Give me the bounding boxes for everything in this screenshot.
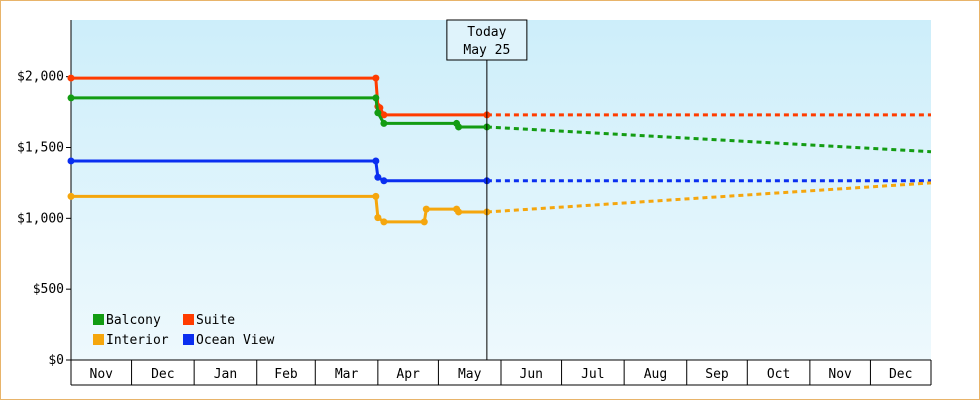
month-label: Nov — [90, 367, 114, 382]
data-point-balcony — [380, 119, 388, 127]
data-point-suite — [380, 111, 388, 119]
month-label: Feb — [274, 367, 298, 382]
month-label: Aug — [644, 367, 667, 382]
month-label: Apr — [396, 367, 420, 382]
series-projection-balcony — [486, 125, 932, 154]
data-point-ocean-view — [374, 173, 382, 181]
data-point-ocean-view — [67, 157, 75, 165]
month-label: Jun — [520, 367, 543, 382]
month-label: Jan — [214, 367, 237, 382]
legend-swatch-ocean-view — [183, 334, 194, 345]
legend-label-ocean-view: Ocean View — [196, 333, 274, 348]
data-point-interior — [455, 208, 463, 216]
legend-swatch-suite — [183, 314, 194, 325]
data-point-balcony — [455, 123, 463, 131]
data-point-ocean-view — [380, 177, 388, 185]
month-label: Oct — [767, 367, 790, 382]
y-tick-label: $1,000 — [17, 211, 64, 226]
month-label: Dec — [151, 367, 174, 382]
data-point-suite — [67, 74, 75, 82]
today-label: Today — [467, 25, 506, 40]
month-label: Sep — [705, 367, 729, 382]
data-point-interior — [420, 218, 428, 226]
legend-swatch-balcony — [93, 314, 104, 325]
y-tick-label: $0 — [48, 353, 64, 368]
y-tick-label: $1,500 — [17, 141, 64, 156]
month-label: Mar — [335, 367, 359, 382]
data-point-interior — [422, 205, 430, 213]
today-date: May 25 — [463, 43, 510, 58]
data-point-balcony — [374, 109, 382, 117]
data-point-suite — [372, 74, 380, 82]
data-point-interior — [67, 192, 75, 200]
legend-swatch-interior — [93, 334, 104, 345]
y-tick-label: $500 — [33, 282, 64, 297]
data-point-interior — [374, 214, 382, 222]
series-projection-interior — [486, 181, 932, 214]
data-point-interior — [372, 192, 380, 200]
legend-label-interior: Interior — [106, 333, 169, 348]
data-point-interior — [380, 218, 388, 226]
legend-label-balcony: Balcony — [106, 313, 161, 328]
data-point-balcony — [67, 94, 75, 102]
legend-label-suite: Suite — [196, 313, 235, 328]
month-label: Nov — [828, 367, 852, 382]
month-label: Dec — [889, 367, 912, 382]
today-box — [446, 19, 528, 61]
y-tick-label: $2,000 — [17, 70, 64, 85]
month-label: Jul — [581, 367, 604, 382]
month-label: May — [458, 367, 482, 382]
data-point-ocean-view — [372, 157, 380, 165]
data-point-balcony — [372, 94, 380, 102]
